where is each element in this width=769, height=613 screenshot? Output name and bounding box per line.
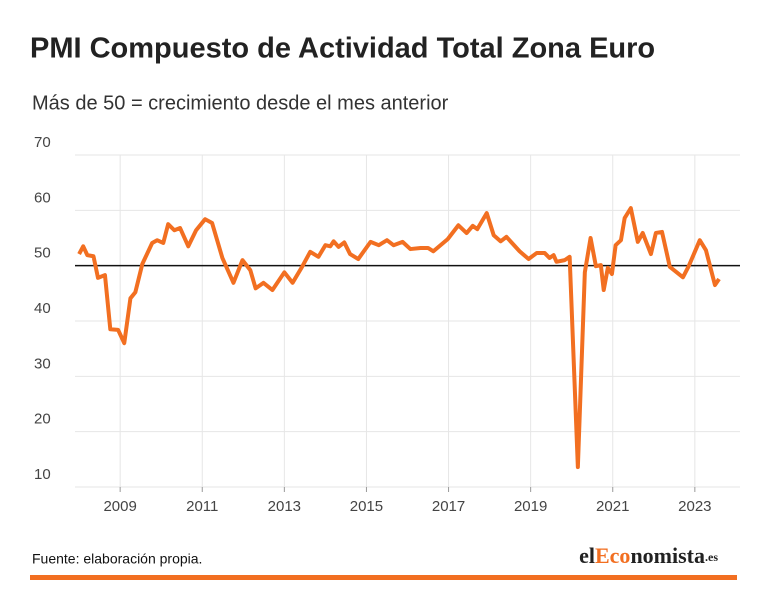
- x-tick-label: 2015: [350, 498, 383, 515]
- x-tick-label: 2017: [432, 498, 465, 515]
- logo-part: .es: [705, 550, 718, 564]
- y-tick-label: 70: [34, 134, 51, 151]
- y-tick-label: 40: [34, 300, 51, 317]
- y-tick-label: 60: [34, 189, 51, 206]
- x-tick-label: 2011: [186, 498, 218, 515]
- x-tick-label: 2021: [596, 498, 629, 515]
- x-tick-label: 2009: [103, 498, 136, 515]
- y-tick-label: 50: [34, 245, 51, 262]
- logo-part: Eco: [595, 543, 630, 568]
- chart-subtitle: Más de 50 = crecimiento desde el mes ant…: [32, 92, 449, 114]
- logo-part: el: [579, 543, 595, 568]
- logo: elEconomista.es: [579, 543, 718, 568]
- x-tick-label: 2013: [268, 498, 301, 515]
- x-tick-label: 2019: [514, 498, 547, 515]
- y-tick-label: 30: [34, 355, 51, 372]
- y-tick-label: 10: [34, 466, 51, 483]
- source: Fuente: elaboración propia.: [32, 551, 202, 567]
- line-series: [77, 206, 721, 470]
- footer-bar: [30, 575, 737, 580]
- chart-title: PMI Compuesto de Actividad Total Zona Eu…: [30, 33, 655, 65]
- logo-part: nomista: [630, 543, 705, 568]
- y-tick-label: 20: [34, 411, 51, 428]
- x-tick-label: 2023: [678, 498, 711, 515]
